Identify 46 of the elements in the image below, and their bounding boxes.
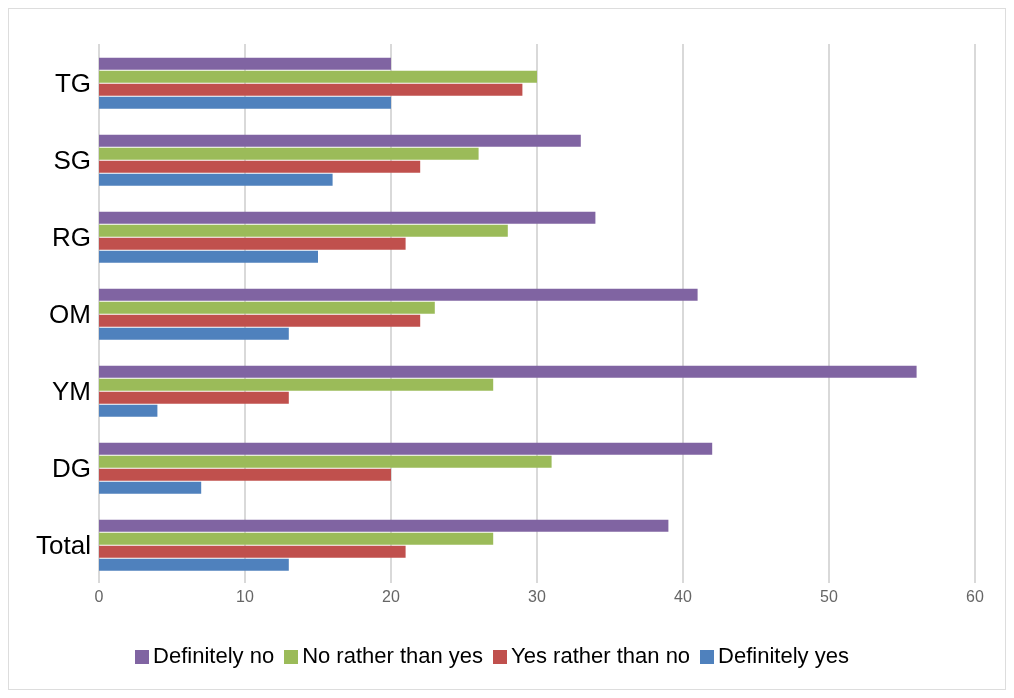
- y-tick-label: SG: [53, 144, 91, 175]
- bar: [99, 70, 537, 83]
- bar: [99, 455, 552, 468]
- bar: [99, 57, 391, 70]
- bar: [99, 96, 391, 109]
- legend-label: No rather than yes: [302, 643, 484, 668]
- bar: [99, 468, 391, 481]
- y-tick-label: YM: [52, 375, 91, 406]
- x-tick-label: 0: [94, 588, 104, 606]
- x-tick-label: 60: [966, 588, 984, 606]
- bar: [99, 288, 698, 301]
- bar: [99, 301, 435, 314]
- bar: [99, 404, 158, 417]
- y-tick-label: DG: [52, 452, 91, 483]
- y-tick-label: TG: [54, 67, 91, 98]
- x-tick-label: 30: [528, 588, 546, 606]
- bar: [99, 160, 421, 173]
- bar: [99, 519, 669, 532]
- bar: [99, 442, 713, 455]
- bar: [99, 327, 289, 340]
- x-tick-label: 40: [674, 588, 692, 606]
- bar: [99, 134, 581, 147]
- y-tick-label: Total: [36, 529, 91, 560]
- bar: [99, 224, 508, 237]
- bar: [99, 173, 333, 186]
- bar: [99, 250, 318, 263]
- bar: [99, 391, 289, 404]
- bar: [99, 545, 406, 558]
- bar: [99, 532, 494, 545]
- x-tick-label: 50: [820, 588, 838, 606]
- x-tick-label: 20: [382, 588, 400, 606]
- bar: [99, 83, 523, 96]
- bar: [99, 147, 479, 160]
- bar: [99, 211, 596, 224]
- bar: [99, 365, 917, 378]
- legend-label: Definitely no: [153, 643, 275, 668]
- x-tick-label: 10: [236, 588, 254, 606]
- legend-label: Yes rather than no: [511, 643, 691, 668]
- bar: [99, 237, 406, 250]
- bar: [99, 314, 421, 327]
- y-tick-label: RG: [52, 221, 91, 252]
- bar: [99, 378, 494, 391]
- legend-label: Definitely yes: [718, 643, 849, 668]
- y-tick-label: OM: [49, 298, 91, 329]
- bar: [99, 558, 289, 571]
- bar: [99, 481, 202, 494]
